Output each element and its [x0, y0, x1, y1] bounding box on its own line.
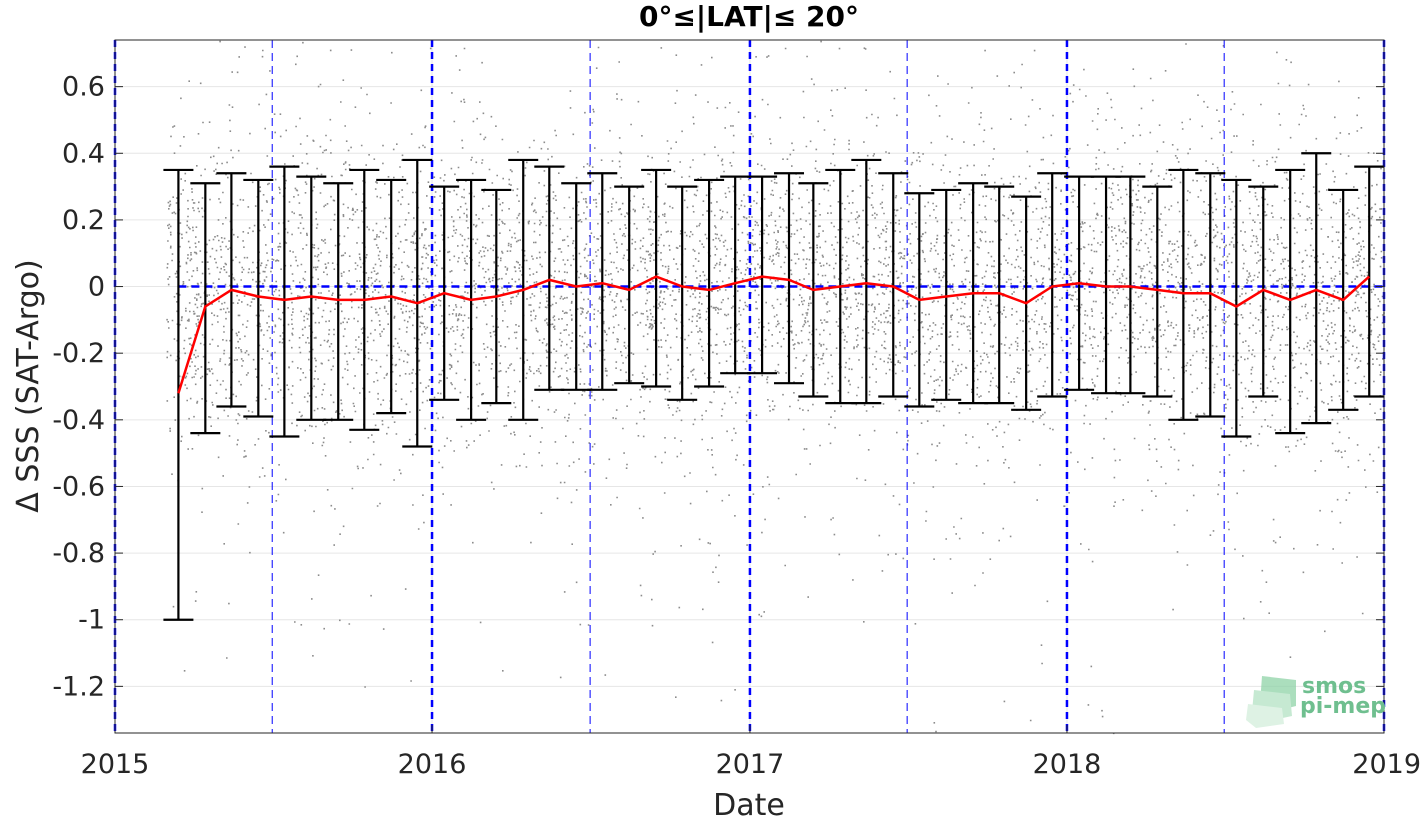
logo-text-smos: smos — [1302, 674, 1366, 699]
error-bar — [1275, 168, 1306, 435]
y-tick-label: -0.4 — [52, 405, 105, 436]
error-bar — [1142, 185, 1173, 398]
scatter-points — [166, 40, 1386, 735]
error-bar — [534, 165, 565, 391]
error-bar — [667, 185, 698, 401]
error-bar — [878, 172, 909, 398]
error-bar — [269, 165, 300, 438]
error-bar — [641, 168, 672, 388]
error-bar — [694, 178, 725, 388]
x-tick-label: 2018 — [1033, 749, 1102, 780]
error-bar — [296, 175, 327, 421]
error-bar — [931, 188, 962, 401]
error-bar — [720, 175, 751, 375]
x-tick-label: 2016 — [398, 749, 467, 780]
error-bar — [587, 172, 618, 391]
x-tick-labels: 2015 2016 2017 2018 2019 — [81, 749, 1421, 780]
x-tick-label: 2017 — [716, 749, 785, 780]
y-tick-label: 0.6 — [62, 72, 105, 103]
error-bar — [163, 168, 194, 621]
error-bar — [1248, 185, 1279, 398]
error-bar — [614, 185, 645, 385]
error-bar — [774, 172, 805, 385]
monthly-mean-line — [177, 275, 1371, 394]
y-axis-label: Δ SSS (SAT-Argo) — [11, 259, 46, 512]
chart-title: 0°≤|LAT|≤ 20° — [639, 0, 859, 33]
mean-line-layer — [177, 275, 1371, 394]
y-tick-label: 0 — [88, 272, 105, 303]
y-tick-label: -0.8 — [52, 538, 105, 569]
error-bar — [323, 182, 354, 421]
y-tick-label: -0.6 — [52, 471, 105, 502]
y-tick-label: 0.4 — [62, 138, 105, 169]
y-tick-label: 0.2 — [62, 205, 105, 236]
error-bar — [984, 185, 1015, 405]
y-tick-label: -0.2 — [52, 338, 105, 369]
logo-mark-icon — [1246, 676, 1296, 728]
error-bar — [1301, 152, 1332, 425]
smos-pi-mep-logo: smos pi-mep — [1246, 674, 1386, 728]
error-bar — [851, 158, 882, 405]
y-tick-labels: 0.6 0.4 0.2 0 -0.2 -0.4 -0.6 -0.8 -1 -1.2 — [52, 72, 105, 703]
error-bar — [1115, 175, 1146, 395]
logo-text-pi-mep: pi-mep — [1300, 694, 1386, 719]
scatter-dots — [166, 40, 1386, 735]
error-bar — [1195, 172, 1226, 418]
error-bar — [243, 178, 274, 418]
x-tick-label: 2015 — [81, 749, 150, 780]
error-bar — [1354, 165, 1385, 398]
x-tick-label: 2019 — [1352, 749, 1421, 780]
error-bars — [163, 152, 1385, 621]
y-tick-label: -1 — [78, 605, 105, 636]
error-bar — [1221, 178, 1252, 438]
error-bar — [1037, 172, 1068, 398]
error-bar — [747, 175, 778, 375]
error-bar — [1168, 168, 1199, 421]
axes-layer — [114, 39, 1385, 734]
y-tick-label: -1.2 — [52, 671, 105, 702]
x-axis-label: Date — [713, 788, 785, 819]
